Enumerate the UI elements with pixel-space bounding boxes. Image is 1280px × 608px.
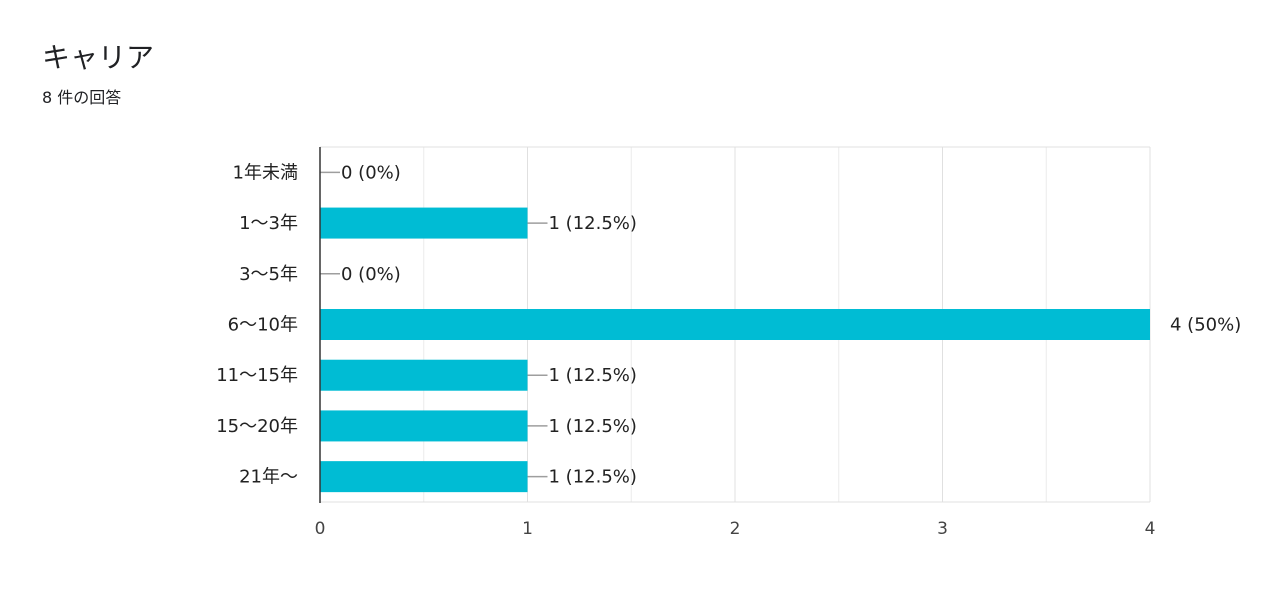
chart-header: キャリア 8 件の回答 <box>42 38 154 108</box>
category-label: 15〜20年 <box>216 416 298 437</box>
category-label: 11〜15年 <box>216 365 298 386</box>
bar <box>320 207 528 239</box>
bar <box>320 359 528 391</box>
response-count: 8 件の回答 <box>42 88 122 107</box>
x-tick-label: 1 <box>522 519 533 539</box>
x-tick-label: 2 <box>730 519 741 539</box>
x-tick-label: 4 <box>1145 519 1156 539</box>
bar <box>320 410 528 442</box>
data-label: 0 (0%) <box>341 162 401 183</box>
data-label: 4 (50%) <box>1170 315 1241 336</box>
x-tick-label: 3 <box>937 519 948 539</box>
data-label: 0 (0%) <box>341 264 401 285</box>
category-label: 6〜10年 <box>228 315 298 336</box>
chart-title: キャリア <box>42 41 155 74</box>
data-label: 1 (12.5%) <box>549 416 637 437</box>
data-label: 1 (12.5%) <box>549 213 637 234</box>
bar <box>320 309 1150 340</box>
category-label: 21年〜 <box>239 467 298 488</box>
data-label: 1 (12.5%) <box>549 467 637 488</box>
bar <box>320 461 528 493</box>
category-label: 1〜3年 <box>239 213 298 234</box>
category-label: 1年未満 <box>233 162 298 183</box>
x-tick-label: 0 <box>315 519 326 539</box>
category-label: 3〜5年 <box>239 264 298 285</box>
data-label: 1 (12.5%) <box>549 365 637 386</box>
